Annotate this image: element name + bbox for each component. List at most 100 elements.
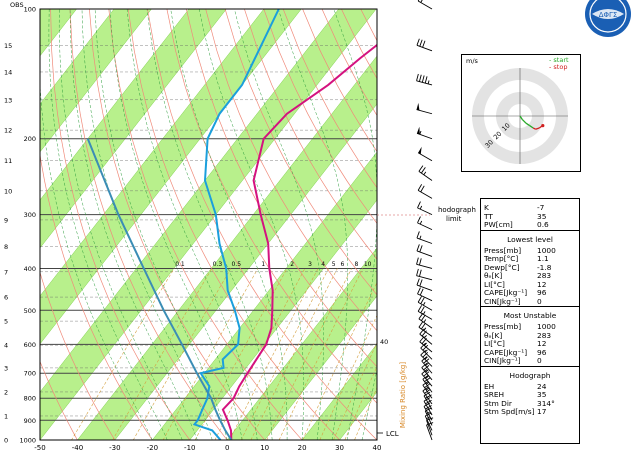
stat-value: 35 — [537, 211, 547, 221]
wind-barb-staff — [416, 237, 433, 244]
pressure-tick-label: 600 — [24, 341, 36, 349]
pressure-tick-label: 700 — [24, 370, 36, 378]
wind-barb-staff — [416, 44, 433, 52]
x-tick-label: -40 — [72, 444, 83, 450]
dry-adiabat — [224, 9, 377, 296]
wind-barb-half — [426, 411, 430, 415]
dry-adiabat — [147, 9, 377, 440]
isotherm — [40, 9, 302, 345]
dry-adiabat — [244, 9, 377, 260]
stat-label: Dewp[°C] — [484, 262, 520, 272]
wind-barb — [426, 422, 434, 441]
wind-barb — [418, 321, 433, 337]
isotherm — [264, 295, 377, 440]
wind-barb-half — [426, 387, 430, 391]
stat-row: Stm Dir 314° — [481, 399, 579, 408]
mixing-ratio-line — [354, 386, 377, 440]
wind-barb-flag — [419, 336, 425, 343]
isotherm — [301, 343, 377, 440]
wind-barb-flag — [422, 40, 426, 48]
mixing-ratio-lines — [71, 268, 377, 440]
height-tick-label: 10 — [4, 187, 12, 195]
hodograph-segment — [525, 122, 530, 127]
stat-value: 283 — [537, 271, 552, 280]
wind-barb — [417, 287, 433, 302]
dry-adiabat — [127, 9, 341, 440]
stat-separator — [481, 306, 579, 307]
wind-barb-half — [427, 80, 430, 84]
mixing-ratio-label: 4 — [321, 261, 325, 268]
wind-barb-flag — [417, 295, 423, 303]
wind-barb-flag — [424, 377, 431, 383]
stat-label: Stm Spd[m/s] — [484, 407, 535, 416]
stat-row: TT 35 — [481, 212, 579, 221]
pressure-tick-label: 800 — [24, 395, 36, 403]
wind-barb-half — [423, 342, 427, 346]
wind-barb-staff — [417, 207, 433, 216]
wind-barb-half — [423, 327, 427, 331]
wind-barb-flag — [417, 0, 420, 2]
wind-barb-flag — [417, 216, 421, 224]
wind-barb — [419, 336, 433, 353]
stat-label: SREH — [484, 390, 505, 399]
hodograph-segment — [521, 119, 527, 124]
pressure-tick-label: 1000 — [19, 437, 36, 445]
x-tick-label: 40 — [373, 444, 382, 450]
wind-barb-flag — [423, 365, 430, 371]
mixing-ratio-labels: 0.1 0.3 0.5 1 2 3 4 5 6 8 10 Mixing Ratio [g/kg] 40 — [175, 261, 407, 428]
wind-barb-flag — [424, 76, 428, 84]
lowest-level-title: Lowest level — [507, 234, 553, 244]
stat-value: 96 — [537, 288, 547, 297]
hodograph-stop-marker — [541, 124, 545, 128]
stat-value: 1.1 — [537, 254, 549, 263]
wind-barb-flag — [423, 371, 430, 377]
wind-barb — [416, 102, 433, 115]
height-tick-label: 11 — [4, 157, 12, 165]
stat-row: Stm Spd[m/s] 17 — [481, 407, 579, 416]
most-unstable-title: Most Unstable — [503, 311, 557, 320]
wind-barb-flag — [421, 356, 428, 362]
stat-value: 1000 — [537, 245, 556, 255]
wind-barb-flag — [421, 75, 425, 83]
stat-label: CIN[Jkg⁻¹] — [484, 356, 521, 365]
wind-barb — [417, 216, 433, 231]
stat-row: CIN[Jkg⁻¹] 0 — [481, 356, 579, 365]
wind-barb-flag — [422, 344, 429, 351]
stat-label: PW[cm] — [484, 220, 513, 229]
hodograph-segment — [519, 115, 523, 120]
dry-adiabat — [50, 9, 191, 440]
dry-adiabat — [263, 9, 377, 224]
stat-label: θₑ[K] — [484, 330, 503, 340]
wind-barb-staff — [426, 420, 433, 436]
wind-barb — [418, 312, 433, 329]
stat-label: Press[mb] — [484, 322, 522, 331]
height-tick-label: 1 — [4, 412, 8, 420]
wind-barb-half — [419, 205, 423, 210]
x-tick-label: -30 — [109, 444, 120, 450]
dry-adiabat — [108, 9, 303, 440]
moist-adiabat — [146, 9, 273, 440]
wind-barb-flag — [419, 245, 423, 253]
wind-barb-half — [423, 319, 427, 323]
mixing-ratio-label: 2 — [290, 261, 294, 268]
height-tick-label: 4 — [4, 342, 8, 350]
stat-row: LI[°C] 12 — [481, 280, 579, 289]
wind-barb-flag — [424, 383, 431, 388]
wind-barb-flag — [418, 312, 424, 320]
hodograph-ring-label: 30 — [483, 138, 495, 150]
stat-row: PW[cm] 0.6 — [481, 220, 579, 229]
wind-barb-flag — [420, 297, 425, 304]
mixing-ratio-line — [132, 268, 231, 440]
dewpoint-line — [192, 9, 280, 440]
dry-adiabat — [166, 9, 377, 404]
wind-barb-half — [423, 334, 427, 339]
dry-adiabat — [282, 9, 377, 189]
stat-row: SREH 35 — [481, 390, 579, 399]
wind-barb-flag — [422, 351, 429, 358]
mixing-ratio-label: 1 — [261, 261, 265, 268]
stat-value: 96 — [537, 347, 547, 357]
wind-barb-staff — [416, 80, 433, 86]
pressure-tick-label: 900 — [24, 417, 36, 425]
